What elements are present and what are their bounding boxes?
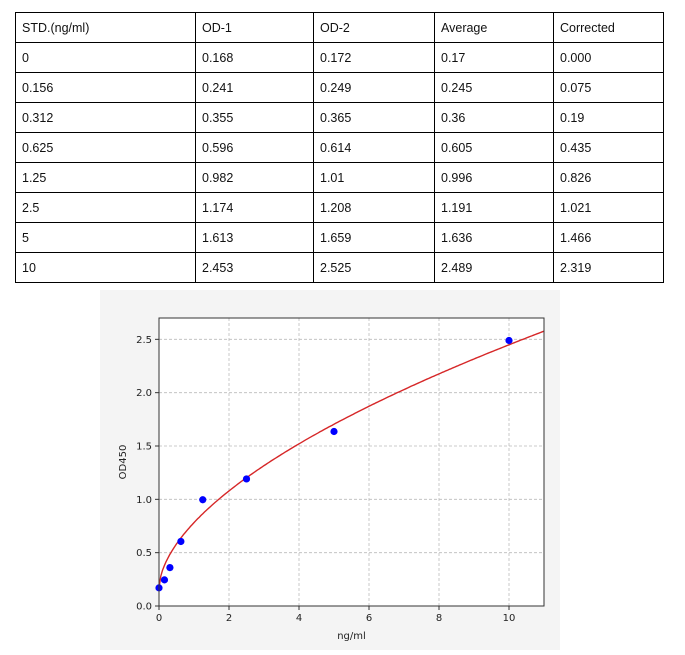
table-cell: 0.365 — [313, 102, 435, 133]
table-cell: 1.636 — [434, 222, 554, 253]
fit-curve — [158, 330, 545, 589]
table-row: 0 0.168 0.172 0.17 0.000 — [15, 42, 664, 73]
table-cell: 2.5 — [15, 192, 196, 223]
table-cell: 0.355 — [195, 102, 314, 133]
table-cell: 2.453 — [195, 252, 314, 283]
table-cell: 0.996 — [434, 162, 554, 193]
table-cell: 0.245 — [434, 72, 554, 103]
standard-curve-chart: 0 2 4 6 8 10 0.0 0.5 1.0 1.5 2.0 2.5 ng/ml OD450 — [118, 317, 545, 642]
table-cell: 0.826 — [553, 162, 664, 193]
table-cell: 2.489 — [434, 252, 554, 283]
y-tick-label: 2.0 — [136, 388, 152, 399]
x-tick-label: 6 — [366, 613, 372, 624]
data-point — [177, 537, 185, 546]
y-axis-label: OD450 — [118, 445, 129, 480]
table-cell: 0.596 — [195, 132, 314, 163]
data-point — [242, 475, 251, 483]
table-row: 2.5 1.174 1.208 1.191 1.021 — [15, 192, 664, 223]
table-cell: 1.01 — [313, 162, 435, 193]
column-header: OD-2 — [313, 12, 435, 43]
table-cell: 0.168 — [195, 42, 314, 73]
x-axis-label: ng/ml — [337, 631, 366, 642]
table-cell: 1.208 — [313, 192, 435, 223]
table-row: 0.625 0.596 0.614 0.605 0.435 — [15, 132, 664, 163]
table-cell: 10 — [15, 252, 196, 283]
table-cell: 1.659 — [313, 222, 435, 253]
x-tick-label: 10 — [503, 613, 516, 624]
table-cell: 0.000 — [553, 42, 664, 73]
table-row: 10 2.453 2.525 2.489 2.319 — [15, 252, 664, 283]
plot-frame — [158, 317, 545, 607]
data-point — [330, 427, 338, 436]
table-cell: 0.17 — [434, 42, 554, 73]
y-tick-label: 1.0 — [136, 495, 152, 506]
data-point — [160, 576, 169, 584]
table-cell: 5 — [15, 222, 196, 253]
y-tick-label: 2.5 — [136, 335, 152, 346]
table-cell: 0.172 — [313, 42, 435, 73]
table-cell: 0.312 — [15, 102, 196, 133]
table-row: 5 1.613 1.659 1.636 1.466 — [15, 222, 664, 253]
table-cell: 1.466 — [553, 222, 664, 253]
y-tick-label: 0.0 — [136, 602, 152, 613]
table-row: 1.25 0.982 1.01 0.996 0.826 — [15, 162, 664, 193]
data-point — [166, 564, 174, 572]
x-tick-label: 0 — [156, 613, 162, 624]
table-header-row: STD.(ng/ml) OD-1 OD-2 Average Corrected — [15, 12, 664, 43]
y-tick-label: 0.5 — [136, 548, 152, 559]
x-tick-label: 8 — [436, 613, 442, 624]
table-cell: 0.625 — [15, 132, 196, 163]
y-tick-label: 1.5 — [136, 442, 152, 453]
standard-curve-figure: 0 2 4 6 8 10 0.0 0.5 1.0 1.5 2.0 2.5 ng/ml OD450 — [100, 290, 560, 650]
standards-table: STD.(ng/ml) OD-1 OD-2 Average Corrected 0 0.16… — [15, 12, 664, 283]
table-cell: 1.174 — [195, 192, 314, 223]
table-cell: 1.613 — [195, 222, 314, 253]
table-cell: 0.249 — [313, 72, 435, 103]
column-header: STD.(ng/ml) — [15, 12, 196, 43]
table-cell: 0.435 — [553, 132, 664, 163]
table-cell: 0 — [15, 42, 196, 73]
table-cell: 2.525 — [313, 252, 435, 283]
table-cell: 0.075 — [553, 72, 664, 103]
table-row: 0.312 0.355 0.365 0.36 0.19 — [15, 102, 664, 133]
table-cell: 0.156 — [15, 72, 196, 103]
table-cell: 0.982 — [195, 162, 314, 193]
column-header: OD-1 — [195, 12, 314, 43]
x-tick-label: 4 — [296, 613, 302, 624]
table-cell: 0.36 — [434, 102, 554, 133]
table-cell: 0.614 — [313, 132, 435, 163]
data-point — [199, 496, 207, 504]
table-cell: 2.319 — [553, 252, 664, 283]
table-cell: 1.191 — [434, 192, 554, 223]
table-cell: 0.241 — [195, 72, 314, 103]
column-header: Average — [434, 12, 554, 43]
plot-area — [159, 318, 544, 606]
x-tick-label: 2 — [226, 613, 232, 624]
data-point — [505, 336, 513, 345]
table-row: 0.156 0.241 0.249 0.245 0.075 — [15, 72, 664, 103]
table-cell: 1.25 — [15, 162, 196, 193]
table-cell: 0.19 — [553, 102, 664, 133]
table-cell: 0.605 — [434, 132, 554, 163]
table-cell: 1.021 — [553, 192, 664, 223]
column-header: Corrected — [553, 12, 664, 43]
